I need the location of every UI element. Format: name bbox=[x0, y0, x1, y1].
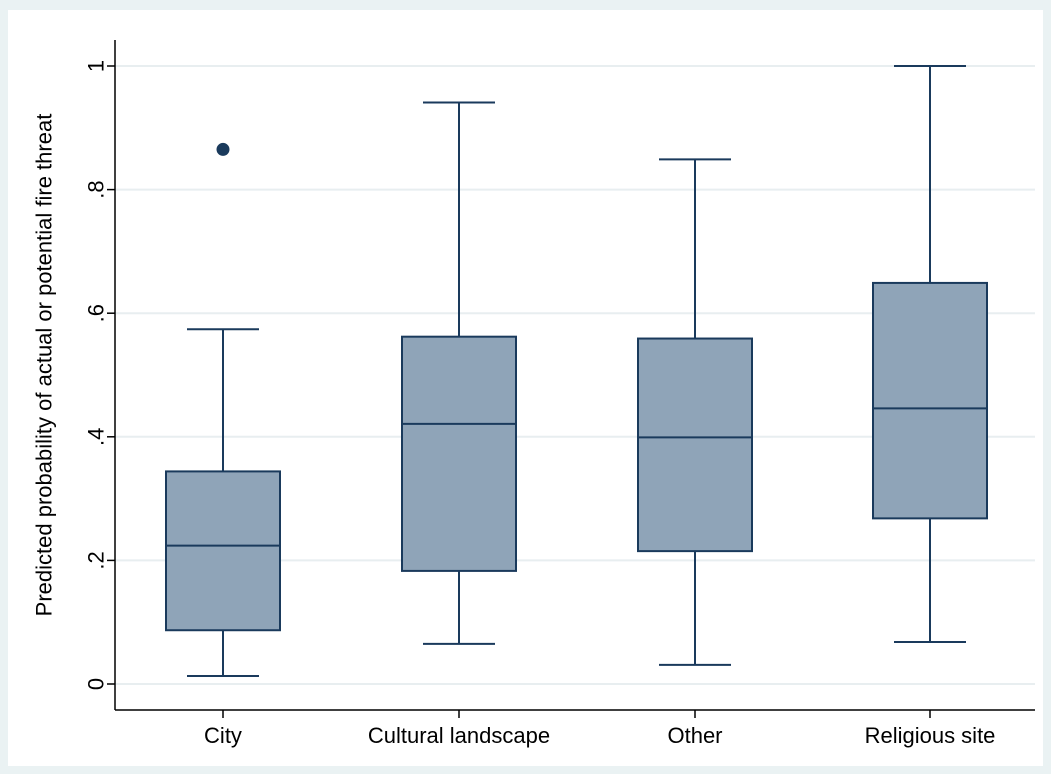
x-tick-label: Other bbox=[667, 723, 722, 748]
y-tick-label: .4 bbox=[84, 428, 109, 446]
x-tick-label: Cultural landscape bbox=[368, 723, 550, 748]
y-tick-label: 1 bbox=[84, 60, 109, 72]
y-tick-label: 0 bbox=[84, 678, 109, 690]
x-tick-label: Religious site bbox=[865, 723, 996, 748]
y-tick-label: .8 bbox=[84, 180, 109, 198]
x-tick-label: City bbox=[204, 723, 242, 748]
box-group-religious-site bbox=[872, 65, 988, 643]
box-group-other bbox=[637, 158, 753, 666]
axes: 0 .2 .4 .6 .8 1 City Cultural landscape Other Rel… bbox=[84, 40, 1035, 748]
iqr-box bbox=[637, 337, 753, 553]
y-tick-label: .6 bbox=[84, 304, 109, 322]
iqr-box bbox=[401, 335, 517, 572]
iqr-box bbox=[165, 470, 281, 632]
box-plot: 0 .2 .4 .6 .8 1 City Cultural landscape Other Rel… bbox=[32, 40, 1035, 748]
outlier-point bbox=[216, 142, 230, 156]
box-group-cultural-landscape bbox=[401, 101, 517, 645]
iqr-box bbox=[872, 281, 988, 520]
box-group-city bbox=[165, 142, 281, 677]
boxes bbox=[165, 65, 988, 677]
y-tick-label: .2 bbox=[84, 551, 109, 569]
chart-frame: 0 .2 .4 .6 .8 1 City Cultural landscape Other Rel… bbox=[8, 10, 1043, 766]
y-axis-title: Predicted probability of actual or poten… bbox=[32, 114, 57, 617]
